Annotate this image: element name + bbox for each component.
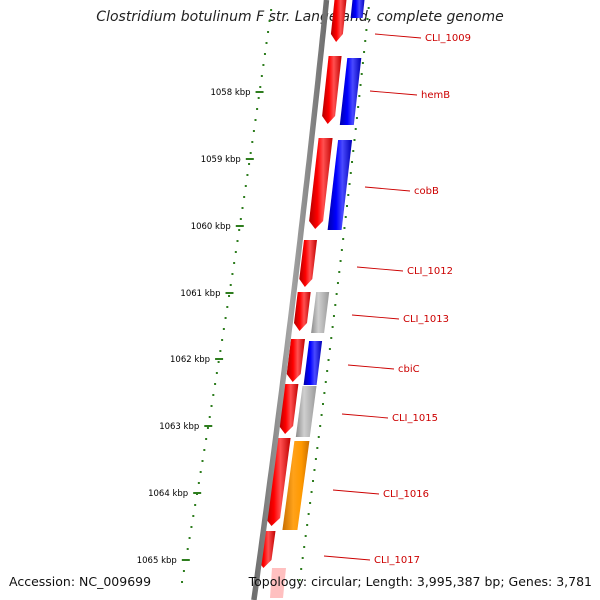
gene-cli-1009-reverse[interactable]	[350, 0, 366, 18]
leader-line-hemb	[369, 90, 418, 96]
scale-label: 1062 kbp	[170, 355, 210, 365]
gene-label-cli-1015[interactable]: CLI_1015	[392, 413, 438, 424]
gene-cli-1009-forward[interactable]	[330, 0, 347, 42]
gene-cli-1012-forward[interactable]	[299, 240, 317, 287]
leader-line-cli-1012	[356, 266, 404, 272]
gene-label-cbic[interactable]: cbiC	[398, 364, 420, 375]
scale-label: 1061 kbp	[180, 289, 220, 299]
gene-label-cli-1017[interactable]: CLI_1017	[374, 555, 420, 566]
backbone-line	[251, 0, 330, 600]
gene-labels: CLI_1009 hemB cobB CLI_1012 CLI_1013 cbiC CLI_…	[323, 33, 471, 566]
leader-line-cobb	[364, 186, 411, 192]
gene-label-hemb[interactable]: hemB	[421, 90, 450, 101]
gene-label-cobb[interactable]: cobB	[414, 186, 439, 197]
scale-ticks: 1058 kbp 1059 kbp 1060 kbp 1061 kbp 1062 kbp…	[137, 7, 370, 583]
gene-label-cli-1013[interactable]: CLI_1013	[403, 314, 449, 325]
leader-line-cli-1009	[374, 33, 422, 39]
genome-backbone	[251, 0, 330, 600]
gene-cli-1015-reverse[interactable]	[295, 386, 317, 437]
scale-label: 1058 kbp	[210, 88, 250, 98]
gene-cli-1016-forward[interactable]	[265, 438, 291, 526]
gene-label-cli-1012[interactable]: CLI_1012	[407, 266, 453, 277]
genome-stats-text: Topology: circular; Length: 3,995,387 bp…	[248, 574, 592, 589]
scale-label: 1065 kbp	[137, 556, 177, 566]
scale-label: 1060 kbp	[191, 222, 231, 232]
scale-label: 1059 kbp	[201, 155, 241, 165]
scale-label: 1063 kbp	[159, 422, 199, 432]
gene-partial-bottom	[270, 568, 286, 598]
accession-text: Accession: NC_009699	[9, 574, 152, 589]
map-title: Clostridium botulinum F str. Langeland, …	[96, 9, 504, 25]
leader-line-cli-1017	[323, 555, 371, 561]
gene-cli-1016-reverse[interactable]	[282, 441, 310, 530]
gene-hemb-forward[interactable]	[322, 56, 342, 124]
gene-cli-1013-reverse[interactable]	[311, 292, 330, 333]
leader-line-cli-1015	[341, 413, 389, 419]
gene-label-cli-1009[interactable]: CLI_1009	[425, 33, 471, 44]
scale-label: 1064 kbp	[148, 489, 188, 499]
gene-cobb-reverse[interactable]	[327, 140, 353, 230]
leader-line-cli-1016	[332, 489, 380, 495]
gene-cli-1013-forward[interactable]	[294, 292, 311, 331]
gene-cbic-reverse[interactable]	[303, 341, 323, 385]
gene-track	[257, 0, 366, 598]
gene-label-cli-1016[interactable]: CLI_1016	[383, 489, 429, 500]
gene-cobb-forward[interactable]	[309, 138, 333, 229]
gene-cli-1015-forward[interactable]	[279, 384, 299, 434]
gene-cbic-forward[interactable]	[286, 339, 305, 382]
leader-line-cli-1013	[351, 314, 400, 320]
leader-line-cbic	[347, 364, 395, 370]
gene-hemb-reverse[interactable]	[339, 58, 362, 125]
